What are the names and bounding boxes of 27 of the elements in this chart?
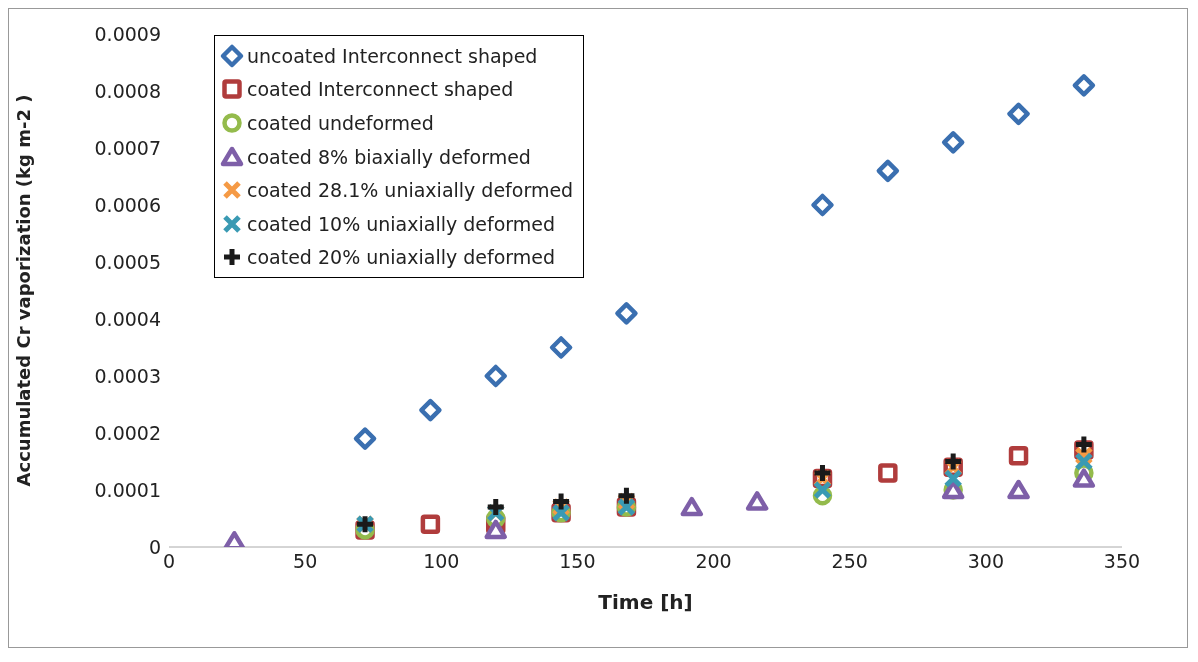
y-axis-title: Accumulated Cr vaporization (kg m-2 ) [13,94,35,487]
y-tick-label: 0.0002 [94,421,161,444]
x-tick-label: 0 [162,550,176,573]
x-tick-label: 50 [293,550,318,573]
y-tick-label: 0.0005 [94,250,161,273]
legend-label: coated undeformed [247,111,434,134]
legend-label: coated Interconnect shaped [247,78,514,101]
y-tick-label: 0.0004 [94,307,161,330]
legend-label: coated 28.1% uniaxially deformed [247,179,574,202]
legend-label: coated 8% biaxially deformed [247,145,531,168]
y-tick-label: 0 [148,535,161,558]
x-axis-title: Time [h] [598,590,693,614]
legend-label: coated 10% uniaxially deformed [247,212,556,235]
y-tick-label: 0.0008 [94,79,161,102]
x-tick-label: 150 [559,550,596,573]
x-tick-label: 200 [695,550,732,573]
y-tick-label: 0.0009 [94,22,161,45]
x-tick-label: 350 [1103,550,1141,573]
x-tick-label: 300 [967,550,1004,573]
y-tick-label: 0.0001 [94,478,161,501]
legend-label: coated 20% uniaxially deformed [247,246,556,269]
x-tick-label: 250 [831,550,868,573]
y-tick-label: 0.0006 [94,193,161,216]
y-tick-label: 0.0007 [94,136,161,159]
x-tick-label: 100 [423,550,460,573]
y-tick-label: 0.0003 [94,364,161,387]
legend-label: uncoated Interconnect shaped [247,44,538,67]
